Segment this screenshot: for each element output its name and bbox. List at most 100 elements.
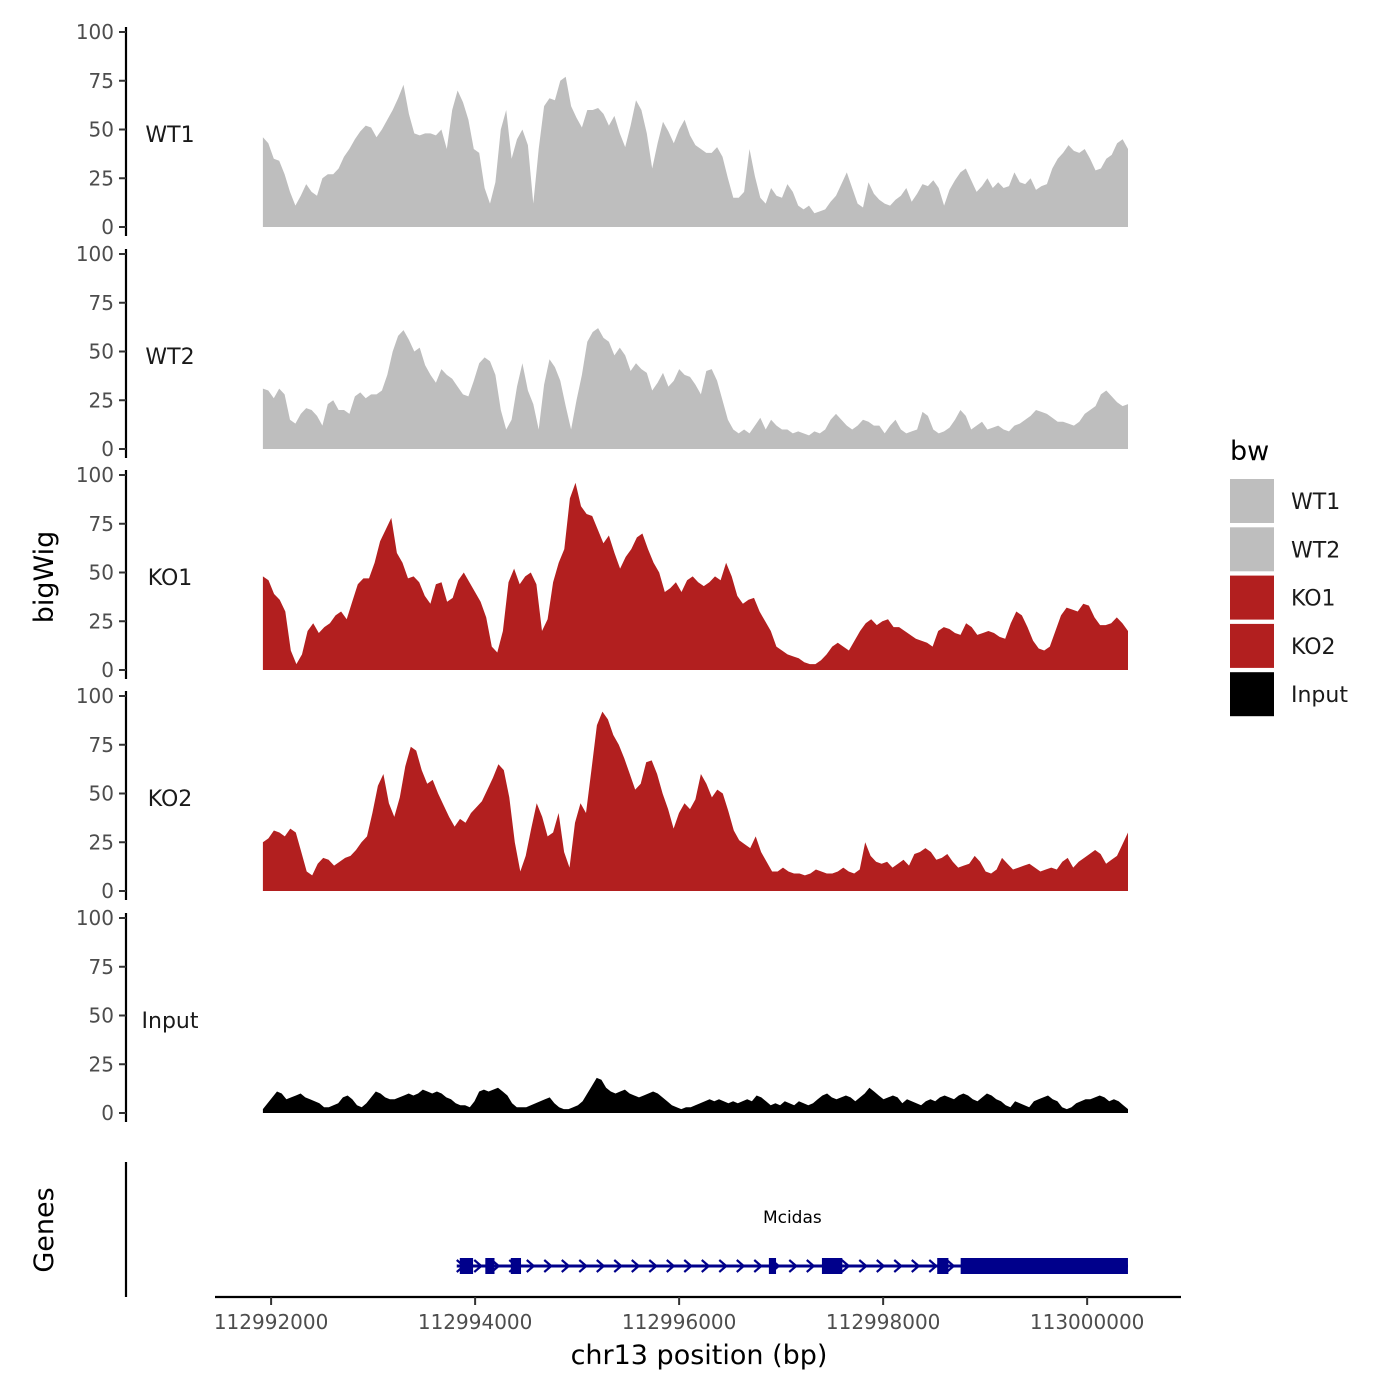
strand-arrow xyxy=(876,1259,886,1273)
y-tick-label: 75 xyxy=(89,291,114,315)
signal-area-wt1 xyxy=(262,76,1128,227)
strand-arrow xyxy=(648,1259,658,1273)
panel-wt1: 0 25 50 75 100 WT1 xyxy=(76,20,1128,239)
legend-label: Input xyxy=(1291,683,1348,708)
strand-arrow xyxy=(561,1259,571,1273)
gene-exon xyxy=(510,1258,522,1274)
y-tick-label: 50 xyxy=(89,782,114,806)
strand-arrow xyxy=(631,1259,641,1273)
gene-exon xyxy=(459,1258,474,1274)
strand-arrow xyxy=(578,1259,588,1273)
y-tick-label: 75 xyxy=(89,512,114,536)
gene-exon xyxy=(937,1258,949,1274)
gene-exon xyxy=(960,1258,1128,1274)
y-axis-title: bigWig xyxy=(29,531,60,624)
track-label-wt2: WT2 xyxy=(145,345,194,370)
track-label-ko2: KO2 xyxy=(148,787,193,812)
legend-label: KO1 xyxy=(1291,587,1336,612)
strand-arrow xyxy=(753,1259,763,1273)
gene-name-label: Mcidas xyxy=(763,1208,822,1228)
y-tick-label: 100 xyxy=(76,242,114,266)
x-tick-label: 112998000 xyxy=(826,1310,941,1334)
signal-area-wt2 xyxy=(262,328,1128,449)
legend-entries: WT1 WT2 KO1 KO2 Input xyxy=(1230,479,1348,717)
legend-swatch xyxy=(1230,672,1274,717)
y-tick-label: 25 xyxy=(89,609,114,633)
legend-swatch xyxy=(1230,623,1274,668)
strand-arrow xyxy=(666,1259,676,1273)
legend-entry-wt1: WT1 xyxy=(1230,479,1340,523)
x-tick-label: 112996000 xyxy=(622,1310,737,1334)
strand-arrow xyxy=(928,1259,938,1273)
strand-arrow xyxy=(701,1259,711,1273)
gene-track-panel: Mcidas xyxy=(124,1162,1128,1297)
x-tick-label: 113000000 xyxy=(1030,1310,1145,1334)
y-tick-label: 25 xyxy=(89,388,114,412)
legend-swatch xyxy=(1230,479,1274,523)
panel-input: 0 25 50 75 100 Input xyxy=(76,906,1128,1125)
y-tick-label: 100 xyxy=(76,463,114,487)
y-tick-label: 25 xyxy=(89,1052,114,1076)
y-tick-label: 75 xyxy=(89,955,114,979)
legend-title: bw xyxy=(1230,436,1269,467)
strand-arrow xyxy=(806,1259,816,1273)
y-tick-label: 0 xyxy=(101,437,114,461)
panel-ko2: 0 25 50 75 100 KO2 xyxy=(76,684,1128,903)
legend-entry-ko1: KO1 xyxy=(1230,575,1336,620)
strand-arrow xyxy=(911,1259,921,1273)
legend-label: WT1 xyxy=(1291,490,1340,515)
strand-arrow xyxy=(596,1259,606,1273)
strand-arrow xyxy=(858,1259,868,1273)
genes-axis-title: Genes xyxy=(29,1187,60,1272)
strand-arrow xyxy=(683,1259,693,1273)
strand-arrow xyxy=(613,1259,623,1273)
strand-arrow xyxy=(473,1259,483,1273)
legend-swatch xyxy=(1230,527,1274,572)
track-label-wt1: WT1 xyxy=(145,123,194,148)
legend-label: KO2 xyxy=(1291,635,1336,660)
gene-exon xyxy=(821,1258,843,1274)
legend-swatch xyxy=(1230,575,1274,620)
strand-arrow xyxy=(736,1259,746,1273)
y-tick-label: 100 xyxy=(76,684,114,708)
signal-panels: 0255075100WT10255075100WT20255075100KO10… xyxy=(76,20,1128,1125)
legend: bw WT1 WT2 KO1 KO2 Input xyxy=(1230,436,1348,717)
y-tick-label: 50 xyxy=(89,340,114,364)
legend-entry-wt2: WT2 xyxy=(1230,527,1340,572)
legend-entry-ko2: KO2 xyxy=(1230,623,1336,668)
x-axis-title: chr13 position (bp) xyxy=(571,1340,828,1371)
y-tick-label: 0 xyxy=(101,658,114,682)
y-tick-label: 100 xyxy=(76,20,114,44)
signal-area-ko1 xyxy=(262,482,1128,670)
x-axis: 112992000 112994000 112996000 112998000 1130… xyxy=(214,1295,1181,1334)
y-tick-label: 25 xyxy=(89,166,114,190)
legend-entry-input: Input xyxy=(1230,672,1348,717)
gene-exon xyxy=(768,1258,777,1274)
signal-area-ko2 xyxy=(262,711,1128,891)
strand-arrow xyxy=(841,1259,851,1273)
y-tick-label: 50 xyxy=(89,561,114,585)
signal-area-input xyxy=(262,1077,1128,1113)
gene-exon xyxy=(485,1258,495,1274)
strand-arrow xyxy=(788,1259,798,1273)
y-tick-label: 75 xyxy=(89,733,114,757)
legend-label: WT2 xyxy=(1291,538,1340,563)
x-tick-label: 112992000 xyxy=(214,1310,329,1334)
y-tick-label: 25 xyxy=(89,830,114,854)
x-tick-label: 112994000 xyxy=(418,1310,533,1334)
track-label-ko1: KO1 xyxy=(148,566,193,591)
track-label-input: Input xyxy=(142,1009,199,1034)
strand-arrow xyxy=(946,1259,956,1273)
y-tick-label: 75 xyxy=(89,69,114,93)
y-tick-label: 50 xyxy=(89,118,114,142)
strand-arrow xyxy=(718,1259,728,1273)
y-tick-label: 0 xyxy=(101,215,114,239)
y-tick-label: 0 xyxy=(101,1101,114,1125)
strand-arrow xyxy=(543,1259,553,1273)
y-tick-label: 50 xyxy=(89,1004,114,1028)
y-tick-label: 100 xyxy=(76,906,114,930)
panel-ko1: 0 25 50 75 100 KO1 xyxy=(76,463,1128,682)
y-tick-label: 0 xyxy=(101,879,114,903)
strand-arrow xyxy=(893,1259,903,1273)
